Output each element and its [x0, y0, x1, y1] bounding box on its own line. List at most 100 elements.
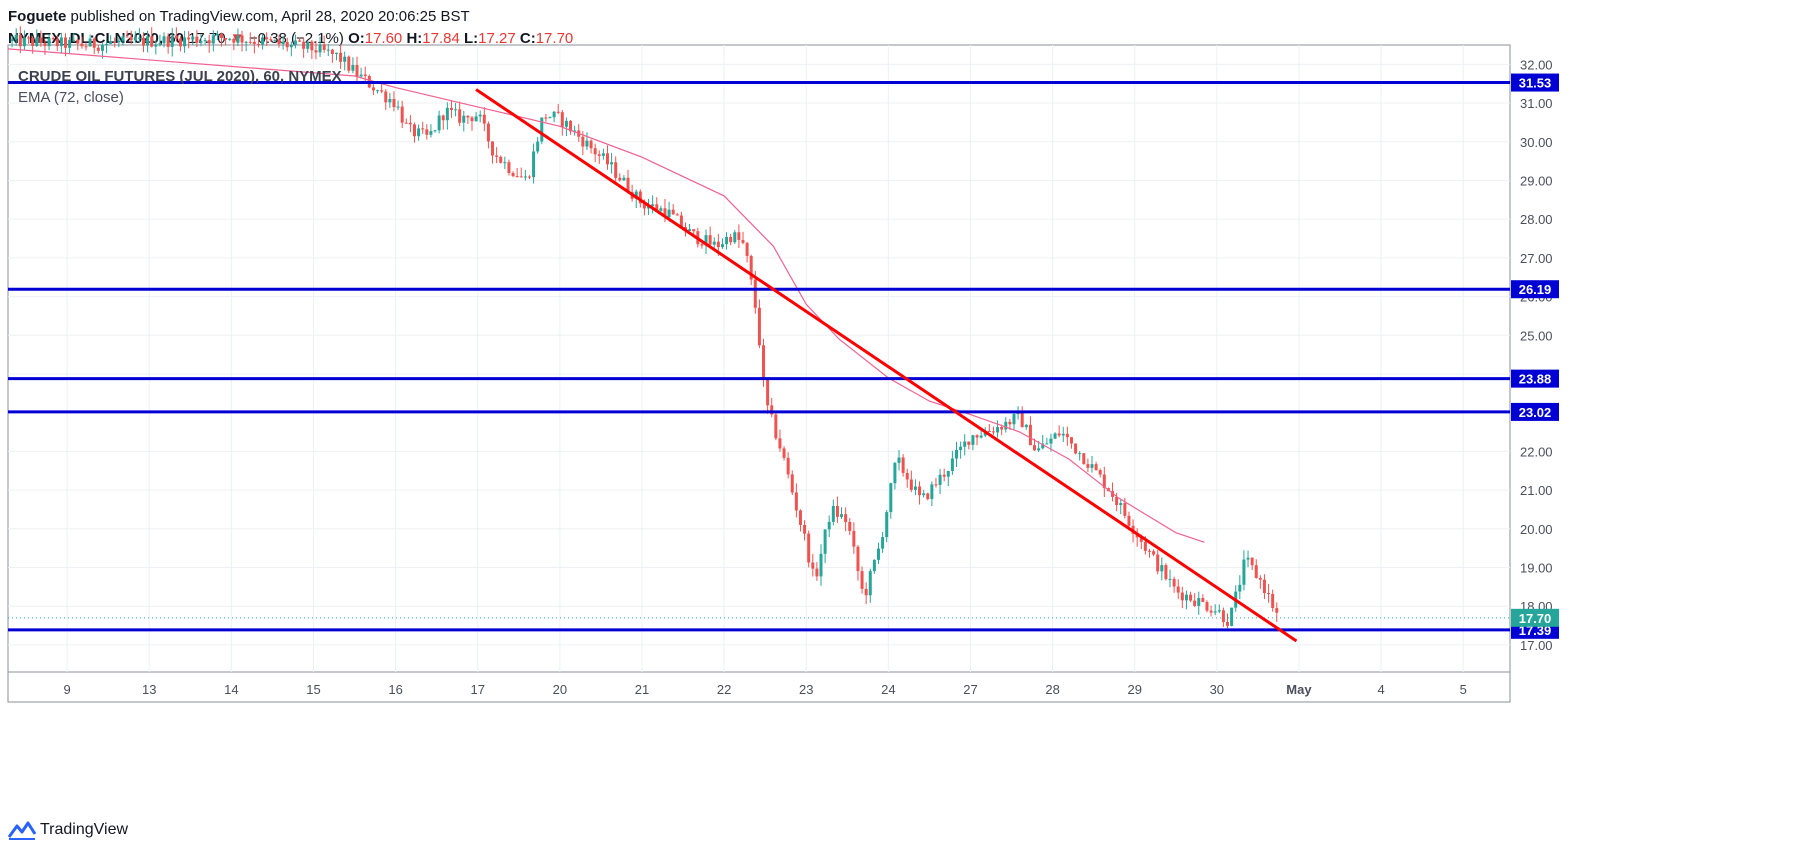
candle-body	[27, 37, 31, 39]
candle-body	[725, 236, 729, 245]
candle-body	[359, 74, 363, 77]
level-badge	[1511, 73, 1559, 92]
high-label: H:	[406, 30, 423, 47]
candle-body	[462, 115, 466, 123]
x-tick-label: 13	[142, 682, 156, 697]
candle-body	[778, 438, 782, 449]
y-tick-label: 31.00	[1520, 96, 1553, 111]
candle-body	[39, 37, 43, 44]
candle-body	[252, 41, 256, 44]
candle-body	[1275, 608, 1279, 613]
candle-body	[1271, 594, 1275, 609]
candle-body	[852, 530, 856, 547]
candle-body	[1168, 578, 1172, 580]
candle-body	[146, 36, 150, 46]
candle-body	[688, 229, 692, 231]
x-tick-label: May	[1286, 682, 1312, 697]
candle-body	[400, 106, 404, 123]
candle-body	[642, 203, 646, 209]
trend-line	[475, 88, 1298, 643]
candle-body	[835, 505, 839, 517]
candle-body	[1180, 592, 1184, 601]
candle-body	[1205, 601, 1209, 611]
horizontal-levels	[8, 81, 1510, 632]
candle-body	[10, 39, 14, 42]
candle-body	[950, 458, 954, 471]
candle-body	[449, 107, 453, 110]
candle-body	[1127, 515, 1131, 526]
candle-body	[905, 472, 909, 480]
candle-body	[43, 43, 47, 47]
candle-body	[1201, 598, 1205, 602]
candle-body	[991, 431, 995, 433]
candle-body	[1028, 424, 1032, 446]
candle-body	[59, 37, 63, 47]
candle-body	[1147, 550, 1151, 552]
candle-body	[388, 99, 392, 103]
candle-body	[827, 521, 831, 530]
candle-body	[72, 39, 76, 41]
footer-brand[interactable]: TradingView	[8, 820, 128, 840]
candle-body	[355, 65, 359, 77]
candle-body	[109, 41, 113, 44]
publish-info: published on TradingView.com, April 28, …	[70, 8, 470, 25]
candle-body	[376, 90, 380, 92]
indicator-label[interactable]: EMA (72, close)	[18, 89, 124, 106]
candle-body	[293, 40, 297, 45]
candle-body	[831, 505, 835, 522]
candle-body	[1156, 554, 1160, 572]
candle-body	[240, 35, 244, 43]
candle-body	[573, 130, 577, 132]
level-badge-label: 23.88	[1519, 372, 1552, 387]
y-tick-label: 30.00	[1520, 135, 1553, 150]
brand-name: TradingView	[40, 821, 129, 838]
candle-body	[1090, 464, 1094, 468]
candle-body	[712, 241, 716, 245]
candle-body	[1160, 565, 1164, 572]
candle-body	[663, 208, 667, 218]
candle-body	[720, 244, 724, 248]
candle-body	[556, 111, 560, 113]
candle-body	[569, 120, 573, 132]
candle-body	[433, 130, 437, 132]
candle-body	[963, 441, 967, 447]
y-tick-label: 27.00	[1520, 251, 1553, 266]
candle-body	[408, 122, 412, 125]
candle-body	[306, 41, 310, 49]
candle-body	[55, 39, 59, 47]
candle-body	[396, 106, 400, 108]
candle-body	[154, 44, 158, 47]
candle-body	[380, 90, 384, 92]
candle-body	[1045, 443, 1049, 445]
candle-body	[1267, 593, 1271, 595]
x-tick-label: 29	[1127, 682, 1141, 697]
x-tick-label: 30	[1210, 682, 1224, 697]
candle-body	[351, 65, 355, 71]
candle-body	[170, 35, 174, 47]
candle-body	[503, 162, 507, 164]
x-tick-label: 16	[388, 682, 402, 697]
symbol-label[interactable]: NYMEX_DL:CLN2020, 60	[8, 30, 184, 47]
x-tick-label: 20	[553, 682, 567, 697]
candle-body	[322, 44, 326, 50]
candle-body	[692, 229, 696, 232]
last-price-badge-label: 17.70	[1519, 611, 1552, 626]
candle-body	[507, 162, 511, 174]
candle-body	[610, 162, 614, 165]
candle-body	[1189, 594, 1193, 601]
candle-body	[1164, 565, 1168, 580]
candle-body	[314, 50, 318, 53]
x-tick-label: 15	[306, 682, 320, 697]
level-badge-label: 31.53	[1519, 76, 1552, 91]
candle-body	[996, 427, 1000, 433]
candle-body	[1152, 551, 1156, 555]
candle-body	[273, 39, 277, 41]
instrument-title: CRUDE OIL FUTURES (JUL 2020), 60, NYMEX	[18, 68, 342, 85]
candle-body	[1041, 443, 1045, 449]
candle-body	[162, 36, 166, 44]
candle-body	[491, 141, 495, 156]
candle-body	[1119, 503, 1123, 505]
candle-body	[926, 493, 930, 500]
candle-body	[729, 236, 733, 243]
